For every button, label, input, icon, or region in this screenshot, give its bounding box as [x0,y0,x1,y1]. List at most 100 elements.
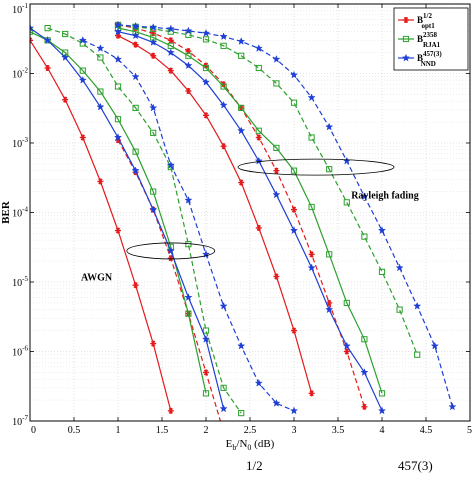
data-point [361,336,368,343]
data-point [378,268,386,275]
data-point [430,341,439,350]
data-point [201,335,211,343]
x-tick-label: 0.5 [68,425,81,436]
series-8 [30,23,228,413]
data-point [254,378,263,387]
data-point [360,368,369,376]
data-point [62,96,69,103]
series-line [117,35,313,394]
data-point [238,104,245,111]
data-point [401,53,411,62]
data-point [114,83,122,90]
data-point [30,23,35,32]
data-point [184,196,193,204]
data-point [307,263,316,272]
data-point [167,407,174,414]
series-11 [113,20,457,411]
data-point [132,148,139,155]
data-point [361,233,368,240]
data-point [219,301,228,310]
x-tick-label: 2 [204,425,209,436]
data-point [150,188,157,195]
data-point [403,17,409,23]
series-2 [115,32,315,397]
series-3 [115,21,368,410]
data-point [202,327,210,334]
ber-chart: 0 0.5 1 1.5 2 2.5 3 3.5 4 4.5 5 10-7 10-6 10-5 10-4 10-… [0,2,472,452]
data-point [308,390,315,397]
data-point [237,37,246,45]
data-point [132,41,139,48]
data-point [326,251,333,258]
data-point [113,20,123,29]
data-point [290,99,298,106]
data-point [62,30,69,38]
series-line [30,39,172,411]
series-1 [115,137,222,421]
data-point [254,156,263,165]
series-4 [30,28,210,397]
data-point [97,88,104,95]
data-point [402,35,410,43]
data-point [203,112,209,119]
data-point [97,54,104,61]
data-point [308,251,315,258]
data-point [238,409,245,417]
awgn-label: AWGN [81,273,113,284]
data-point [289,226,299,235]
x-tick-label: 5 [467,425,472,436]
data-point [184,26,193,35]
data-point [273,273,280,280]
data-point [44,25,51,32]
data-point [201,28,211,37]
data-point [272,399,281,407]
data-point [132,104,139,111]
caption-superscript-1: 1/2 [246,458,263,473]
rayleigh-ellipse [237,158,395,176]
data-point [131,21,140,30]
data-point [448,402,457,411]
data-point [343,299,350,307]
data-point [291,327,297,334]
data-point [219,100,228,109]
data-point [219,32,228,41]
curves [30,20,457,421]
data-point [377,226,387,235]
data-point [396,306,403,313]
data-point [220,384,227,391]
data-point [238,52,245,59]
data-point [96,102,105,111]
series-line [30,31,207,394]
data-point [115,227,121,234]
data-point [201,77,211,86]
data-point [395,263,404,272]
series-line [30,27,225,409]
y-tick-label: 10-5 [12,275,28,289]
data-point [326,166,333,173]
data-point [167,37,174,44]
data-point [289,406,299,415]
data-point [30,28,34,35]
data-point [220,143,227,150]
data-point [96,44,105,52]
x-tick-label: 3.5 [332,425,345,436]
data-point [185,310,192,317]
series-9 [78,35,299,415]
data-point [166,246,175,255]
data-point [132,282,139,289]
x-tick-label: 1.5 [156,425,169,436]
data-point [149,103,158,112]
x-tick-label: 2.5 [244,425,257,436]
data-point [114,116,122,123]
data-point [167,67,174,74]
data-point [343,348,350,355]
data-point [149,205,158,214]
series-line [117,31,383,412]
data-point [272,54,281,63]
data-point [325,305,334,314]
data-point [255,64,262,72]
data-point [113,27,123,36]
data-point [79,67,86,74]
data-point [377,406,387,415]
data-point [79,134,86,141]
